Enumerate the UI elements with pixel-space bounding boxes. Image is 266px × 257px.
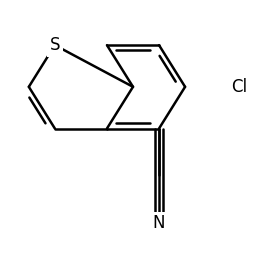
Text: N: N [153, 214, 165, 232]
Text: Cl: Cl [231, 78, 247, 96]
Text: S: S [50, 36, 60, 54]
